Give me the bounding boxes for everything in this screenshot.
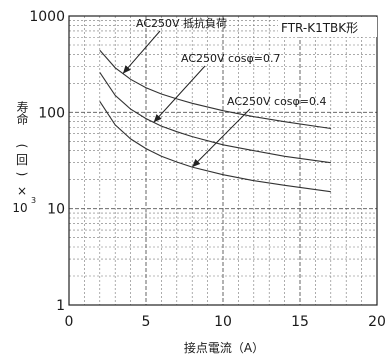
x-tick-label: 5 bbox=[142, 314, 151, 330]
x-tick-label: 20 bbox=[368, 314, 386, 330]
y-tick-labels: 1 10 100 1000 bbox=[29, 9, 65, 314]
y-label-base: 10 bbox=[12, 201, 27, 215]
series-curve-1 bbox=[99, 49, 331, 130]
annotation-cos-0-7: AC250V cosφ=0.7 bbox=[181, 52, 281, 65]
plot-frame bbox=[68, 15, 378, 306]
y-label-paren-close: ) bbox=[15, 172, 29, 177]
x-axis-label: 接点電流（A） bbox=[184, 340, 264, 355]
y-tick-label: 10 bbox=[47, 202, 65, 218]
y-label-exponent: 3 bbox=[31, 196, 36, 205]
annotation-cos-0-4: AC250V cosφ=0.4 bbox=[227, 95, 327, 108]
x-tick-labels: 0 5 10 15 20 bbox=[65, 314, 386, 330]
arrow-line-3 bbox=[191, 108, 251, 168]
x-tick-label: 15 bbox=[291, 314, 309, 330]
arrow-line-1 bbox=[122, 30, 161, 74]
arrow-head-1 bbox=[122, 65, 131, 74]
x-tick-label: 0 bbox=[65, 314, 74, 330]
arrow-head-2 bbox=[153, 114, 162, 123]
curves bbox=[99, 49, 331, 193]
series-curve-2 bbox=[99, 72, 331, 164]
y-tick-label: 1000 bbox=[29, 9, 65, 25]
y-label-unit: 回 bbox=[16, 153, 28, 167]
y-label-paren-open: ( bbox=[15, 144, 29, 149]
y-tick-label: 1 bbox=[56, 298, 65, 314]
series-curve-3 bbox=[99, 101, 331, 193]
annotation-arrows bbox=[122, 30, 251, 168]
y-label-main: 寿命 bbox=[15, 101, 29, 125]
model-label: FTR-K1TBK形 bbox=[281, 21, 358, 35]
x-tick-label: 10 bbox=[214, 314, 232, 330]
y-label-times: × bbox=[17, 184, 27, 198]
y-tick-label: 100 bbox=[38, 105, 65, 121]
arrow-line-2 bbox=[153, 65, 206, 123]
annotation-resistive-load: AC250V 抵抗負荷 bbox=[136, 16, 227, 30]
y-axis-label: 寿命 ( 回 ) × 10 3 bbox=[12, 101, 36, 215]
arrow-head-3 bbox=[192, 158, 201, 168]
model-label-box bbox=[278, 17, 377, 37]
